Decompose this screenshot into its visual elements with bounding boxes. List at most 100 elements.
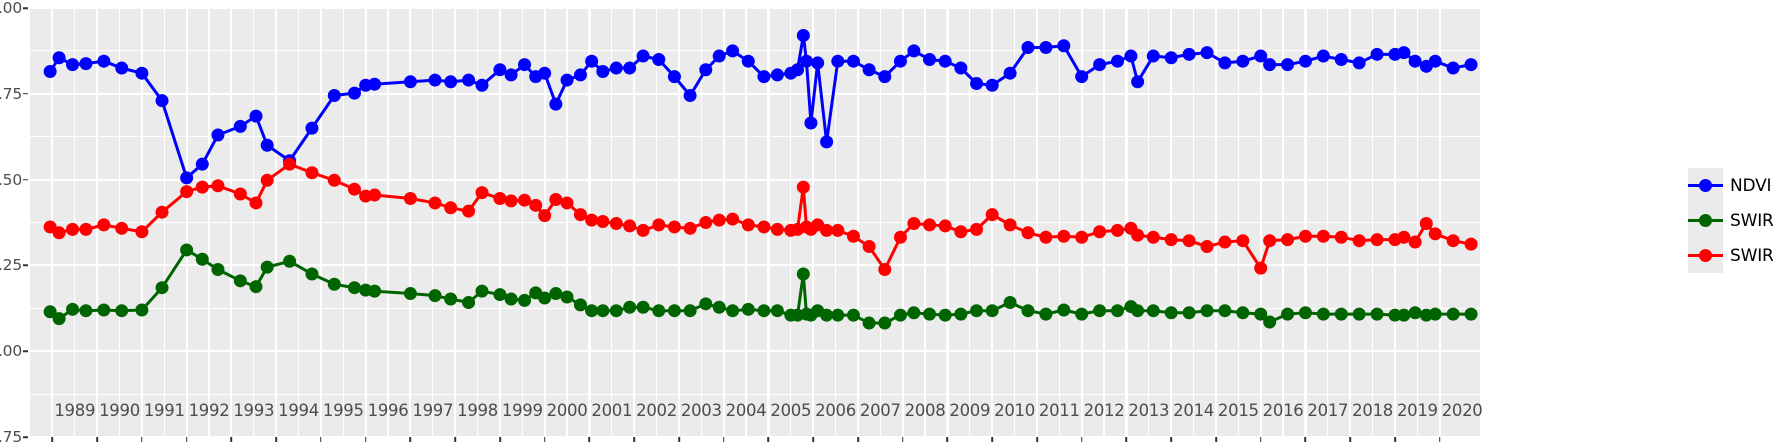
x-tick-mark (901, 437, 904, 442)
data-point (1334, 230, 1348, 244)
x-tick-label: 1997 (412, 401, 454, 420)
x-tick-label: 1991 (143, 401, 185, 420)
data-point (954, 307, 968, 321)
data-point (954, 225, 968, 239)
data-point (846, 229, 860, 243)
x-tick-label: 2011 (1038, 401, 1080, 420)
data-point (444, 201, 458, 215)
data-point (115, 61, 129, 75)
x-tick-mark (767, 437, 770, 442)
x-tick-mark (275, 437, 277, 442)
data-point (1200, 240, 1214, 254)
data-point (549, 97, 563, 111)
data-point (1182, 234, 1196, 248)
x-tick-mark (543, 437, 546, 442)
gridline-x-minor (476, 8, 479, 437)
data-point (820, 135, 834, 149)
data-point (1039, 230, 1053, 244)
data-point (155, 205, 169, 219)
gridline-y-major (30, 264, 1480, 267)
data-point (573, 208, 587, 222)
data-point (623, 300, 637, 314)
data-point (757, 304, 771, 318)
data-point (770, 304, 784, 318)
data-point (923, 52, 937, 66)
data-point (1093, 225, 1107, 239)
data-point (831, 223, 845, 237)
data-point (970, 304, 984, 318)
data-point (636, 49, 650, 63)
data-point (1316, 49, 1330, 63)
x-tick-label: 2005 (770, 401, 812, 420)
plot-panel (30, 8, 1480, 437)
data-point (1236, 234, 1250, 248)
data-point (667, 70, 681, 84)
data-point (1075, 70, 1089, 84)
data-point (1124, 49, 1138, 63)
data-point (1316, 229, 1330, 243)
data-point (1093, 58, 1107, 72)
data-point (970, 222, 984, 236)
x-tick-label: 2012 (1083, 401, 1125, 420)
data-point (347, 281, 361, 295)
chart-legend: NDVI SWIR2 SWIR1 (1688, 168, 1773, 274)
gridline-x-minor (834, 8, 837, 437)
gridline-y-minor (30, 50, 1480, 52)
legend-key-swatch (1688, 203, 1723, 238)
data-point (846, 54, 860, 68)
x-tick-mark (185, 437, 188, 442)
x-tick-label: 1995 (322, 401, 364, 420)
data-point (1428, 54, 1442, 68)
data-point (954, 61, 968, 75)
data-point (43, 64, 57, 78)
data-point (1464, 307, 1478, 321)
data-point (1352, 234, 1366, 248)
gridline-x-major (1170, 8, 1173, 437)
series-swir2 (43, 243, 1478, 330)
x-tick-mark (364, 437, 367, 442)
x-tick-mark (722, 437, 725, 442)
data-point (683, 304, 697, 318)
data-point (504, 194, 518, 208)
x-tick-mark (454, 437, 456, 442)
data-point (573, 68, 587, 82)
data-point (796, 28, 810, 42)
data-point (79, 304, 93, 318)
gridline-x-minor (790, 8, 792, 437)
legend-label: NDVI (1730, 175, 1772, 196)
gridline-y-major (30, 92, 1480, 95)
data-point (811, 56, 825, 70)
x-tick-label: 2014 (1173, 401, 1214, 420)
data-point (403, 75, 417, 89)
gridline-x-minor (1371, 8, 1374, 437)
data-point (741, 218, 755, 232)
data-point (403, 191, 417, 205)
x-tick-mark (812, 437, 814, 442)
data-point (155, 281, 169, 295)
y-tick-label: 1.25 (0, 256, 22, 275)
x-tick-label: 2009 (949, 401, 991, 420)
data-point (1408, 235, 1422, 249)
data-point (529, 198, 543, 212)
data-point (1111, 54, 1124, 68)
x-tick-mark (678, 437, 680, 442)
data-point (938, 308, 952, 322)
gridline-x-minor (1148, 8, 1150, 437)
legend-item-swir1[interactable]: SWIR1 (1688, 238, 1773, 273)
y-tick-mark (23, 350, 28, 352)
legend-item-ndvi[interactable]: NDVI (1688, 168, 1773, 203)
data-point (180, 171, 194, 185)
gridline-x-major (1393, 8, 1397, 437)
data-point (1397, 308, 1411, 322)
data-point (831, 54, 845, 68)
data-point (652, 218, 666, 232)
data-point (985, 304, 999, 318)
data-point (683, 89, 697, 103)
data-point (667, 304, 681, 318)
data-point (493, 288, 507, 302)
data-point (712, 300, 726, 314)
data-point (1236, 54, 1250, 68)
legend-item-swir2[interactable]: SWIR2 (1688, 203, 1773, 238)
data-point (596, 304, 610, 318)
x-tick-label: 2019 (1396, 401, 1438, 420)
